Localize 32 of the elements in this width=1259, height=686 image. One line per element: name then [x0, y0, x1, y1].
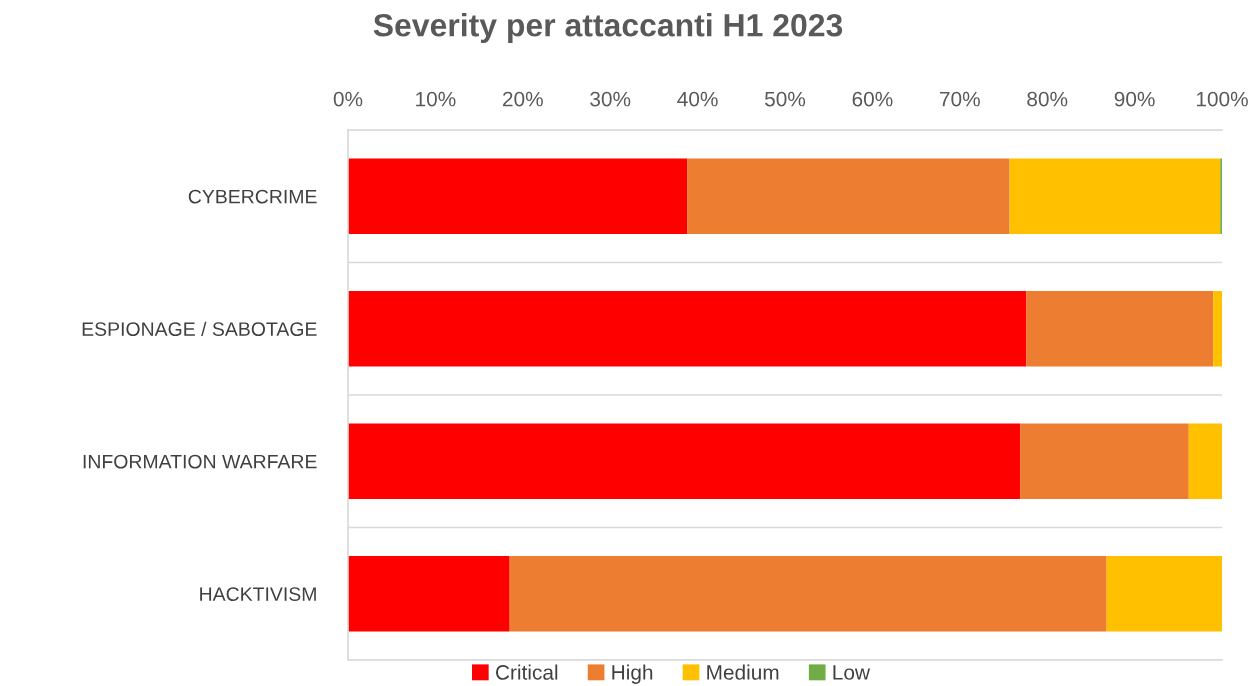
x-tick-label: 60%: [852, 91, 893, 107]
bar: [509, 555, 1107, 632]
bar: [348, 290, 1027, 367]
legend-label: Medium: [707, 664, 779, 680]
y-tick-label: ESPIONAGE / SABOTAGE: [82, 321, 317, 336]
x-tick-label: 30%: [590, 91, 631, 107]
bar: [348, 158, 688, 235]
legend-label: High: [612, 664, 653, 684]
bar: [1020, 423, 1189, 500]
legend-label: Low: [833, 665, 871, 680]
bar: [1009, 158, 1221, 235]
bar: [348, 423, 1021, 500]
bar: [687, 158, 1010, 235]
chart-title: Severity per attaccanti H1 2023: [373, 13, 843, 43]
x-tick-label: 40%: [677, 91, 718, 107]
bar: [1188, 423, 1222, 500]
legend-label: Critical: [495, 664, 558, 680]
x-tick-label: 0%: [333, 91, 363, 107]
bar: [348, 555, 510, 632]
x-tick-label: 100%: [1196, 91, 1248, 107]
y-tick-label: HACKTIVISM: [200, 587, 316, 601]
bar: [1213, 290, 1222, 367]
x-tick-label: 70%: [940, 91, 980, 107]
x-tick-label: 80%: [1027, 91, 1068, 107]
x-tick-label: 10%: [416, 91, 456, 107]
bar: [1026, 290, 1214, 367]
x-tick-label: 20%: [503, 91, 543, 107]
y-tick-label: CYBERCRIME: [188, 189, 317, 204]
x-tick-label: 50%: [764, 91, 806, 107]
y-tick-label: INFORMATION WARFARE: [83, 454, 317, 469]
x-tick-label: 90%: [1114, 91, 1155, 107]
bar: [1106, 555, 1222, 632]
